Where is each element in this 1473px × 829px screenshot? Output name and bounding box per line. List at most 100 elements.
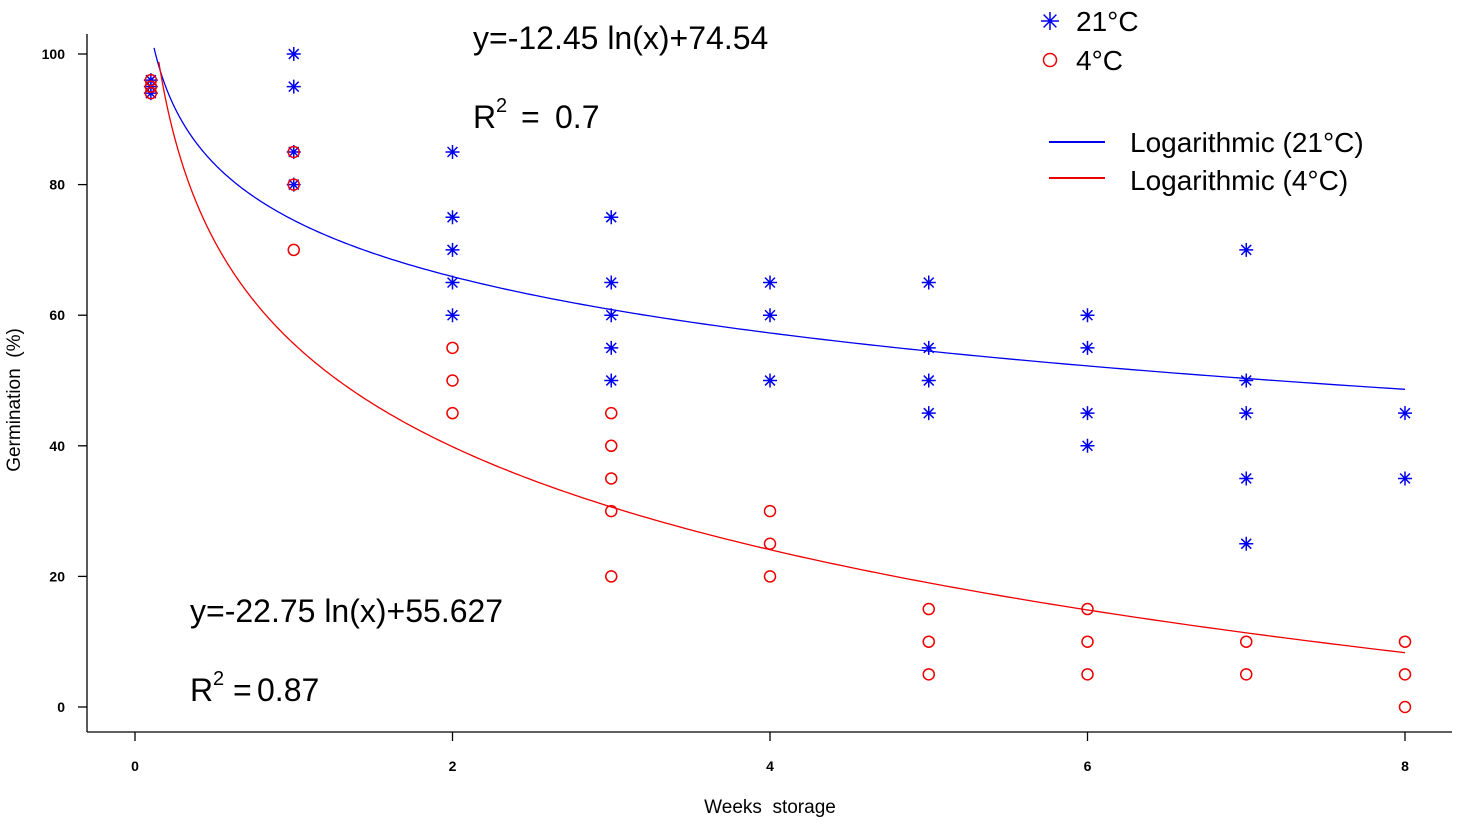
point-21c — [1398, 406, 1412, 421]
point-4c — [1240, 635, 1253, 648]
point-21c — [763, 275, 777, 290]
point-21c — [286, 47, 301, 61]
trendline-21c — [153, 47, 1406, 390]
r2-4c-equals: = — [233, 672, 252, 708]
legend-lines: Logarithmic (21°C) Logarithmic (4°C) — [1049, 127, 1364, 196]
point-4c — [144, 86, 158, 100]
point-21c — [1239, 373, 1254, 388]
x-axis-title: Weeks storage — [704, 797, 836, 818]
legend-label-log-21c: Logarithmic (21°C) — [1130, 127, 1364, 158]
point-4c — [1398, 668, 1412, 681]
point-21c — [1080, 308, 1095, 323]
y-axis-title: Germination (%) — [4, 328, 25, 472]
point-4c — [605, 439, 618, 453]
point-21c — [1239, 406, 1254, 421]
equation-4c: y=-22.75 ln(x)+55.627 — [190, 593, 503, 629]
y-tick-label: 0 — [57, 699, 65, 715]
point-21c — [1239, 242, 1254, 257]
legend-circle-mark — [1042, 52, 1058, 68]
equation-21c: y=-12.45 ln(x)+74.54 — [473, 20, 768, 56]
point-21c — [604, 275, 619, 290]
point-21c — [1398, 471, 1412, 486]
r2-21c-symbol: R — [473, 99, 496, 135]
legend-label-21c: 21°C — [1076, 6, 1139, 37]
trendlines — [153, 47, 1406, 654]
point-21c — [604, 308, 619, 323]
point-21c — [445, 308, 460, 323]
point-21c — [604, 210, 619, 225]
point-21c — [143, 73, 158, 88]
legend-label-log-4c: Logarithmic (4°C) — [1130, 165, 1348, 196]
point-21c — [1239, 471, 1254, 486]
r2-4c-value: 0.87 — [257, 672, 319, 708]
legend-asterisk-mark — [1041, 12, 1059, 30]
point-4c — [287, 243, 300, 257]
y-tick-label: 40 — [49, 438, 65, 454]
point-4c — [1398, 700, 1412, 714]
point-4c — [605, 504, 618, 518]
point-21c — [445, 210, 460, 225]
x-tick-label: 4 — [766, 758, 774, 774]
point-21c — [1239, 536, 1254, 551]
x-tick-label: 8 — [1401, 758, 1409, 774]
y-tick-label: 20 — [49, 568, 65, 584]
point-4c — [446, 341, 459, 355]
point-4c — [922, 668, 935, 681]
point-4c — [1398, 635, 1412, 648]
legend-asterisk-icon — [1041, 12, 1059, 30]
point-4c — [446, 374, 459, 387]
legend-label-4c: 4°C — [1076, 45, 1123, 76]
r2-4c-exponent: 2 — [213, 668, 224, 690]
point-21c — [1080, 340, 1095, 355]
point-21c — [921, 275, 936, 290]
point-21c — [286, 177, 301, 192]
data-points — [143, 47, 1412, 714]
trendline-4c — [158, 61, 1406, 654]
point-4c — [144, 80, 158, 93]
point-4c — [1081, 635, 1094, 648]
point-4c — [446, 406, 459, 420]
r2-21c-value: 0.7 — [555, 99, 599, 135]
r2-4c-symbol: R — [190, 672, 213, 708]
r2-21c: R 2 = 0.7 — [473, 95, 599, 135]
point-4c — [922, 602, 935, 616]
point-4c — [1081, 602, 1094, 616]
point-4c — [1081, 668, 1094, 681]
point-21c — [1080, 406, 1095, 421]
point-21c — [604, 373, 619, 388]
ticks — [78, 53, 1406, 741]
x-tick-label: 6 — [1084, 758, 1092, 774]
point-21c — [604, 340, 619, 355]
point-21c — [445, 144, 460, 159]
y-tick-label: 80 — [49, 177, 65, 193]
point-4c — [763, 537, 777, 550]
point-21c — [1080, 438, 1095, 453]
point-4c — [605, 472, 618, 485]
point-4c — [287, 178, 300, 191]
point-4c — [763, 570, 777, 583]
point-21c — [286, 144, 301, 159]
x-tick-label: 0 — [131, 758, 139, 774]
point-4c — [605, 406, 618, 420]
point-21c — [763, 308, 777, 323]
point-21c — [921, 340, 936, 355]
point-4c — [605, 570, 618, 583]
point-4c — [1240, 668, 1253, 681]
point-21c — [921, 373, 936, 388]
point-21c — [763, 373, 777, 388]
legend-points: 21°C 4°C — [1041, 6, 1139, 76]
r2-4c: R 2 = 0.87 — [190, 668, 319, 708]
y-tick-label: 100 — [42, 46, 66, 62]
legend-circle-icon — [1042, 52, 1058, 68]
point-4c — [763, 504, 777, 518]
point-4c — [144, 73, 158, 87]
r2-21c-exponent: 2 — [496, 95, 507, 117]
r2-21c-equals: = — [521, 99, 540, 135]
point-4c — [287, 145, 300, 159]
point-21c — [921, 406, 936, 421]
x-tick-label: 2 — [449, 758, 457, 774]
point-4c — [922, 635, 935, 648]
point-21c — [445, 275, 460, 290]
